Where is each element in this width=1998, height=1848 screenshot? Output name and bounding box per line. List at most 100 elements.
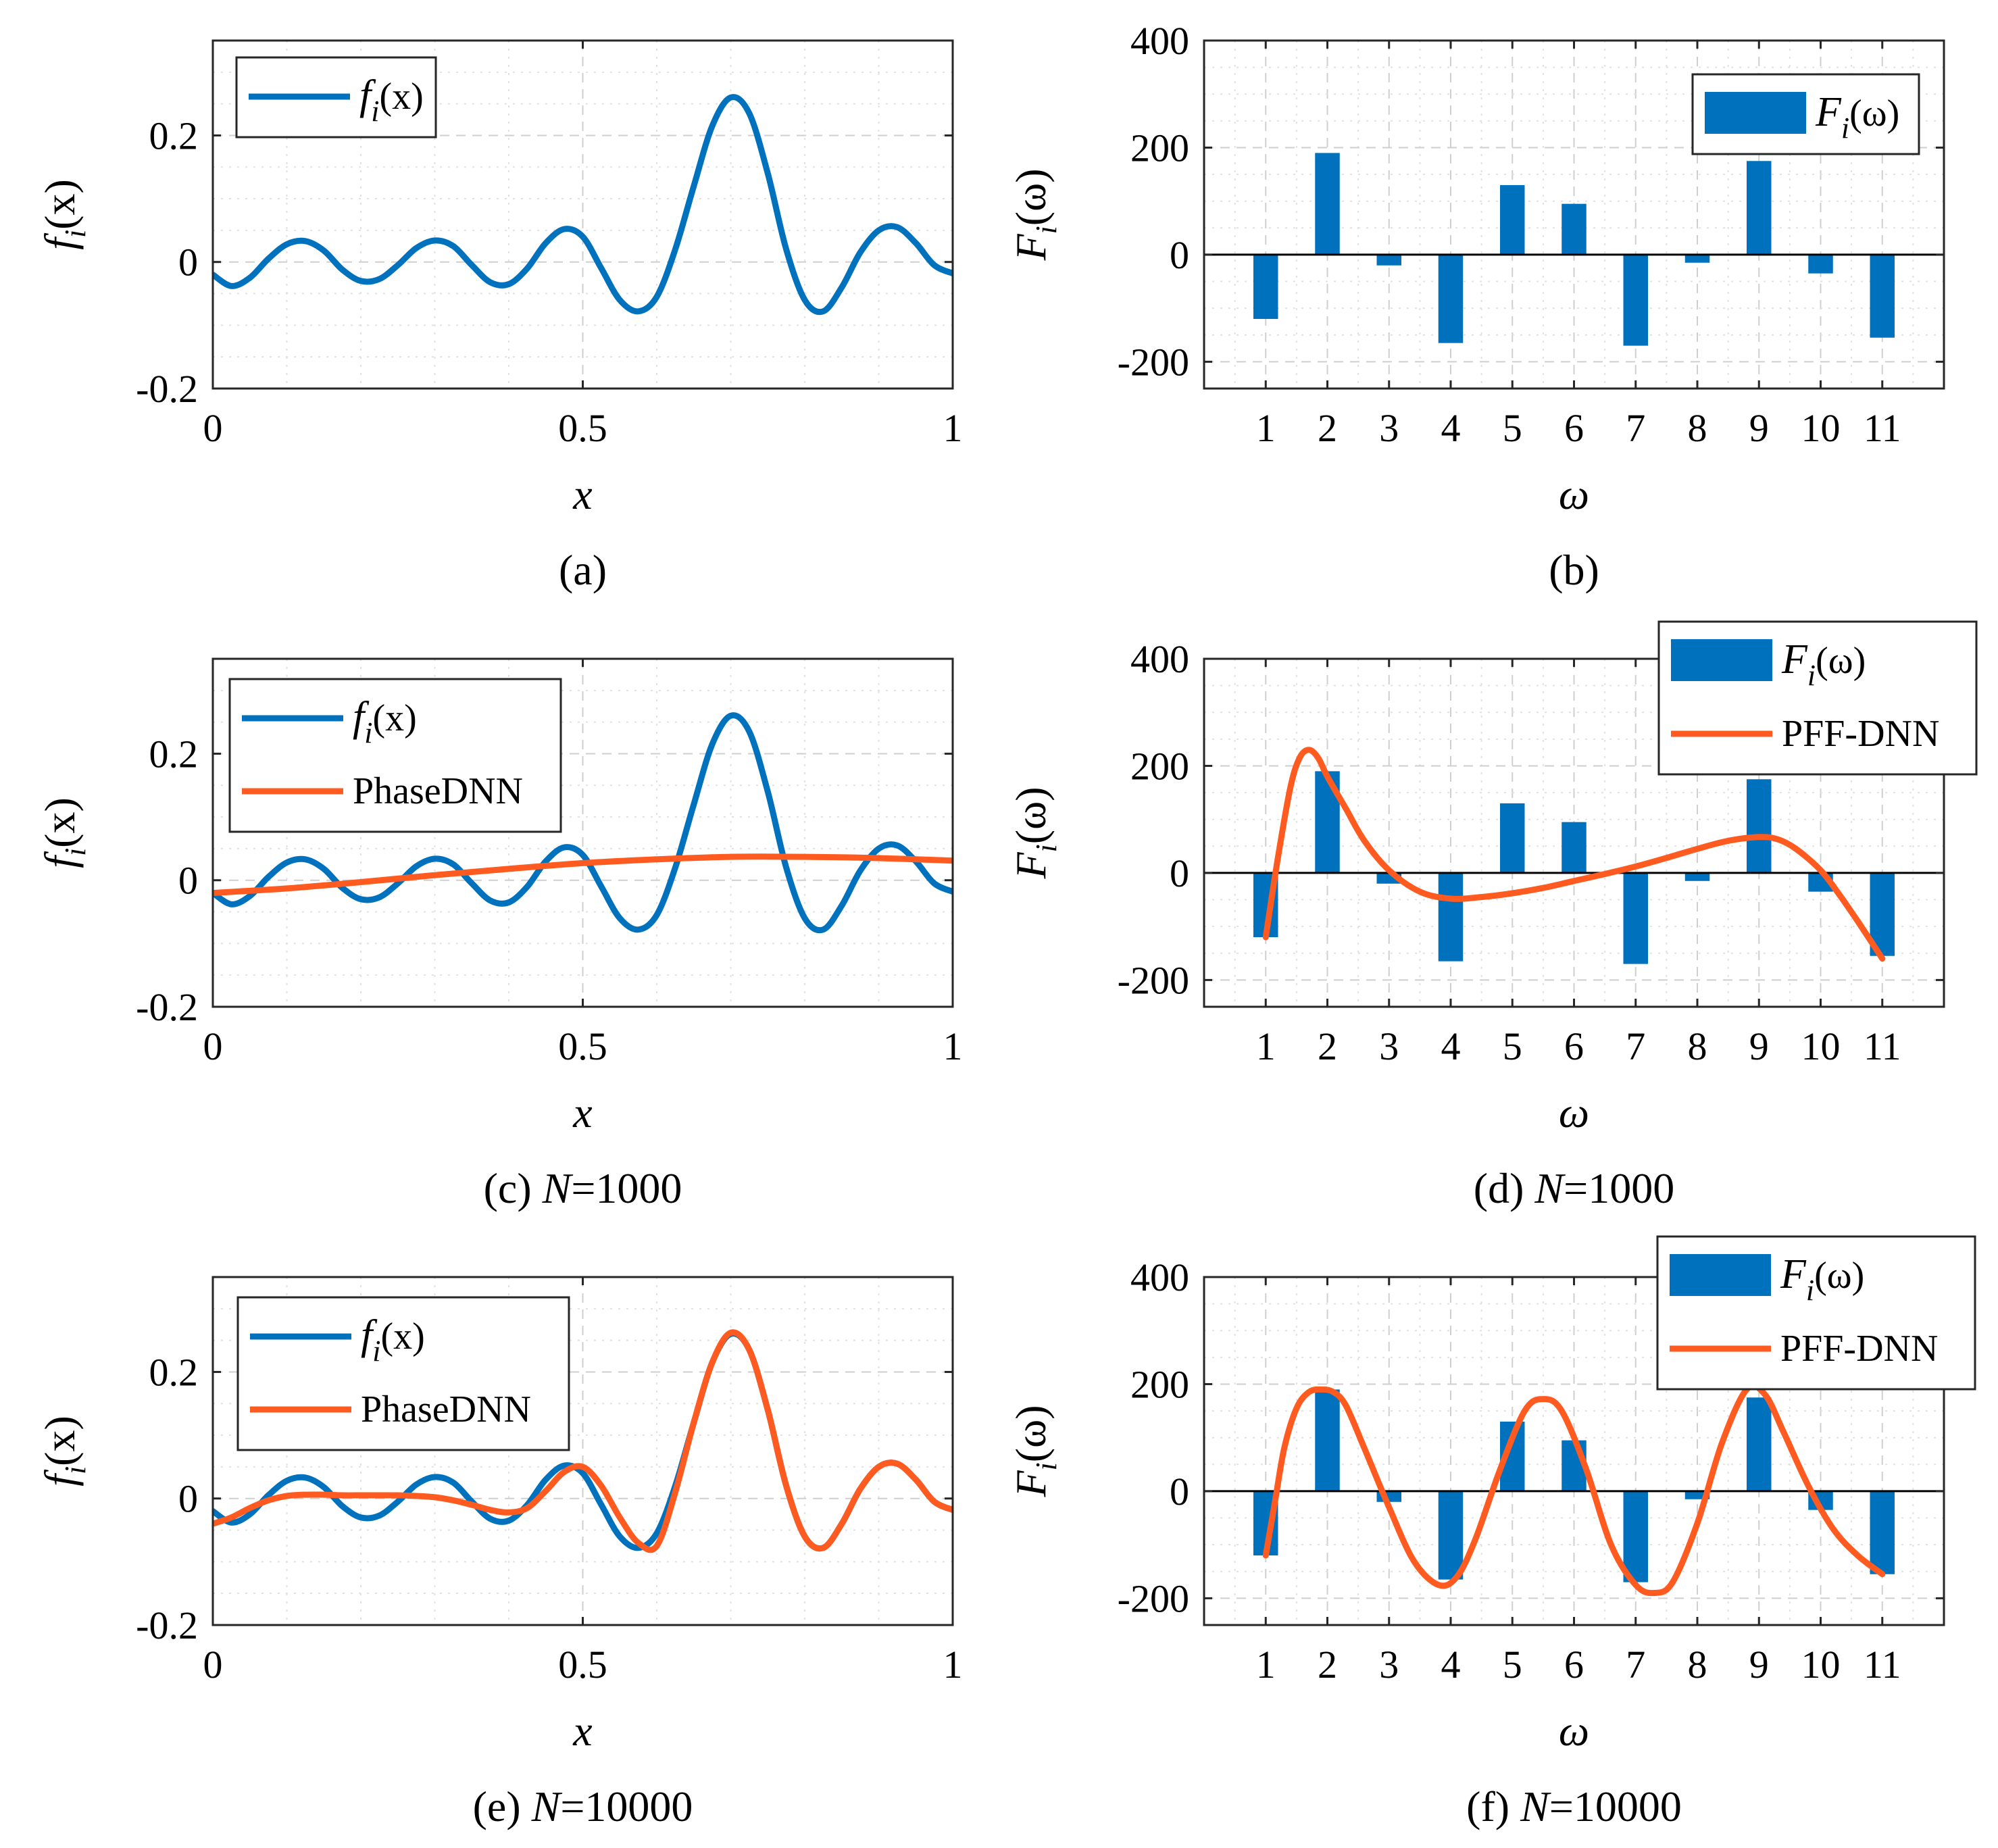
legend-label: PFF-DNN — [1780, 1328, 1938, 1370]
bar-9 — [1747, 1397, 1772, 1491]
legend-box — [236, 1296, 570, 1451]
chart-panel-b: 1 2 3 4 5 6 7 8 9 10 11 -200 0 200 400 ω Fi(ω) (b) Fi(ω) — [1007, 19, 1945, 594]
legend-label: PhaseDNN — [353, 770, 523, 812]
bar-7 — [1623, 254, 1648, 346]
x-tick-label: 5 — [1503, 1024, 1522, 1068]
y-tick-label: 200 — [1130, 1362, 1189, 1406]
y-tick-label: -0.2 — [136, 985, 198, 1029]
y-axis-label: fi(x) — [36, 1416, 92, 1487]
x-tick-label: 3 — [1379, 1643, 1399, 1687]
panel-caption: (d) N=1000 — [1474, 1164, 1674, 1212]
y-tick-label: -200 — [1118, 340, 1189, 384]
y-tick-label: -0.2 — [136, 1603, 198, 1647]
x-tick-label: 0.5 — [558, 406, 607, 450]
series-line-phasednn — [213, 1329, 953, 1553]
y-tick-label: 0 — [178, 859, 198, 903]
x-tick-label: 10 — [1801, 406, 1841, 450]
x-tick-label: 8 — [1688, 1024, 1707, 1068]
bar-7 — [1623, 1491, 1648, 1582]
x-tick-label: 5 — [1503, 406, 1522, 450]
x-axis-label: x — [572, 1089, 592, 1137]
bar-9 — [1747, 779, 1772, 873]
panel-caption: (c) N=1000 — [484, 1164, 682, 1212]
legend: fi(x)PhaseDNN — [228, 678, 562, 833]
legend: Fi(ω) — [1691, 73, 1920, 155]
x-tick-label: 1 — [1256, 1024, 1276, 1068]
x-tick-label: 2 — [1318, 1024, 1337, 1068]
y-tick-label: 0 — [1170, 1470, 1189, 1514]
panel-caption: (f) N=10000 — [1466, 1782, 1682, 1830]
y-tick-label: 400 — [1130, 637, 1189, 681]
x-tick-label: 0.5 — [558, 1024, 607, 1068]
x-tick-label: 6 — [1564, 1024, 1584, 1068]
y-tick-label: 0 — [1170, 851, 1189, 895]
x-axis-label: ω — [1559, 470, 1589, 518]
bar-5 — [1500, 184, 1525, 255]
x-tick-label: 0 — [203, 1024, 223, 1068]
chart-panel-f: 1 2 3 4 5 6 7 8 9 10 11 -200 0 200 400 ω Fi(ω) (f) N=1000… — [1007, 1235, 1976, 1830]
bar-6 — [1562, 822, 1587, 873]
y-tick-label: 400 — [1130, 19, 1189, 63]
x-tick-label: 1 — [1256, 406, 1276, 450]
chart-panel-d: 1 2 3 4 5 6 7 8 9 10 11 -200 0 200 400 ω Fi(ω) (d) N=1000… — [1007, 620, 1978, 1212]
x-tick-label: 1 — [943, 1643, 963, 1687]
x-tick-label: 8 — [1688, 406, 1707, 450]
x-axis-label: x — [572, 1707, 592, 1755]
bar-4 — [1438, 1491, 1464, 1580]
x-axis-label: ω — [1559, 1089, 1589, 1137]
bar-2 — [1315, 1389, 1340, 1491]
y-tick-label: -200 — [1118, 958, 1189, 1002]
x-tick-label: 3 — [1379, 406, 1399, 450]
panel-caption: (e) N=10000 — [473, 1782, 693, 1830]
bar-2 — [1315, 153, 1340, 255]
bar-11 — [1870, 254, 1895, 338]
y-tick-label: -200 — [1118, 1576, 1189, 1620]
x-tick-label: 11 — [1864, 1643, 1901, 1687]
x-tick-label: 1 — [943, 406, 963, 450]
legend-label: Fi(ω) — [1815, 89, 1899, 145]
legend-box — [228, 678, 562, 833]
bar-3 — [1376, 254, 1401, 266]
x-tick-label: 4 — [1441, 1643, 1461, 1687]
legend-label: Fi(ω) — [1780, 1251, 1864, 1307]
panel-caption: (a) — [559, 546, 607, 594]
series-line-f-i-x- — [213, 94, 953, 316]
bar-11 — [1870, 1491, 1895, 1574]
x-tick-label: 0 — [203, 406, 223, 450]
y-tick-label: -0.2 — [136, 367, 198, 411]
x-tick-label: 0 — [203, 1643, 223, 1687]
x-tick-label: 1 — [943, 1024, 963, 1068]
x-tick-label: 7 — [1626, 406, 1645, 450]
y-tick-label: 0.2 — [149, 114, 199, 157]
legend-label: PFF-DNN — [1782, 713, 1939, 755]
x-tick-label: 2 — [1318, 1643, 1337, 1687]
legend-swatch-bar — [1670, 1254, 1771, 1296]
y-axis-label: Fi(ω) — [1007, 1405, 1063, 1497]
x-tick-label: 7 — [1626, 1643, 1645, 1687]
x-axis-label: ω — [1559, 1707, 1589, 1755]
legend: fi(x) — [235, 56, 437, 139]
bar-4 — [1438, 872, 1464, 962]
x-tick-label: 8 — [1688, 1643, 1707, 1687]
bar-10 — [1808, 254, 1833, 274]
legend-label: PhaseDNN — [361, 1389, 531, 1430]
y-axis-label: fi(x) — [36, 797, 92, 868]
x-tick-label: 1 — [1256, 1643, 1276, 1687]
legend-swatch-bar — [1705, 92, 1806, 134]
x-tick-label: 4 — [1441, 1024, 1461, 1068]
bar-4 — [1438, 254, 1464, 343]
y-tick-label: 0 — [1170, 233, 1189, 277]
bar-8 — [1684, 254, 1710, 263]
y-tick-label: 200 — [1130, 126, 1189, 170]
x-tick-label: 6 — [1564, 406, 1584, 450]
legend-swatch-bar — [1671, 639, 1772, 681]
panel-caption: (b) — [1549, 546, 1599, 594]
x-tick-label: 3 — [1379, 1024, 1399, 1068]
y-axis-label: Fi(ω) — [1007, 168, 1063, 261]
x-tick-label: 4 — [1441, 406, 1461, 450]
x-tick-label: 0.5 — [558, 1643, 607, 1687]
